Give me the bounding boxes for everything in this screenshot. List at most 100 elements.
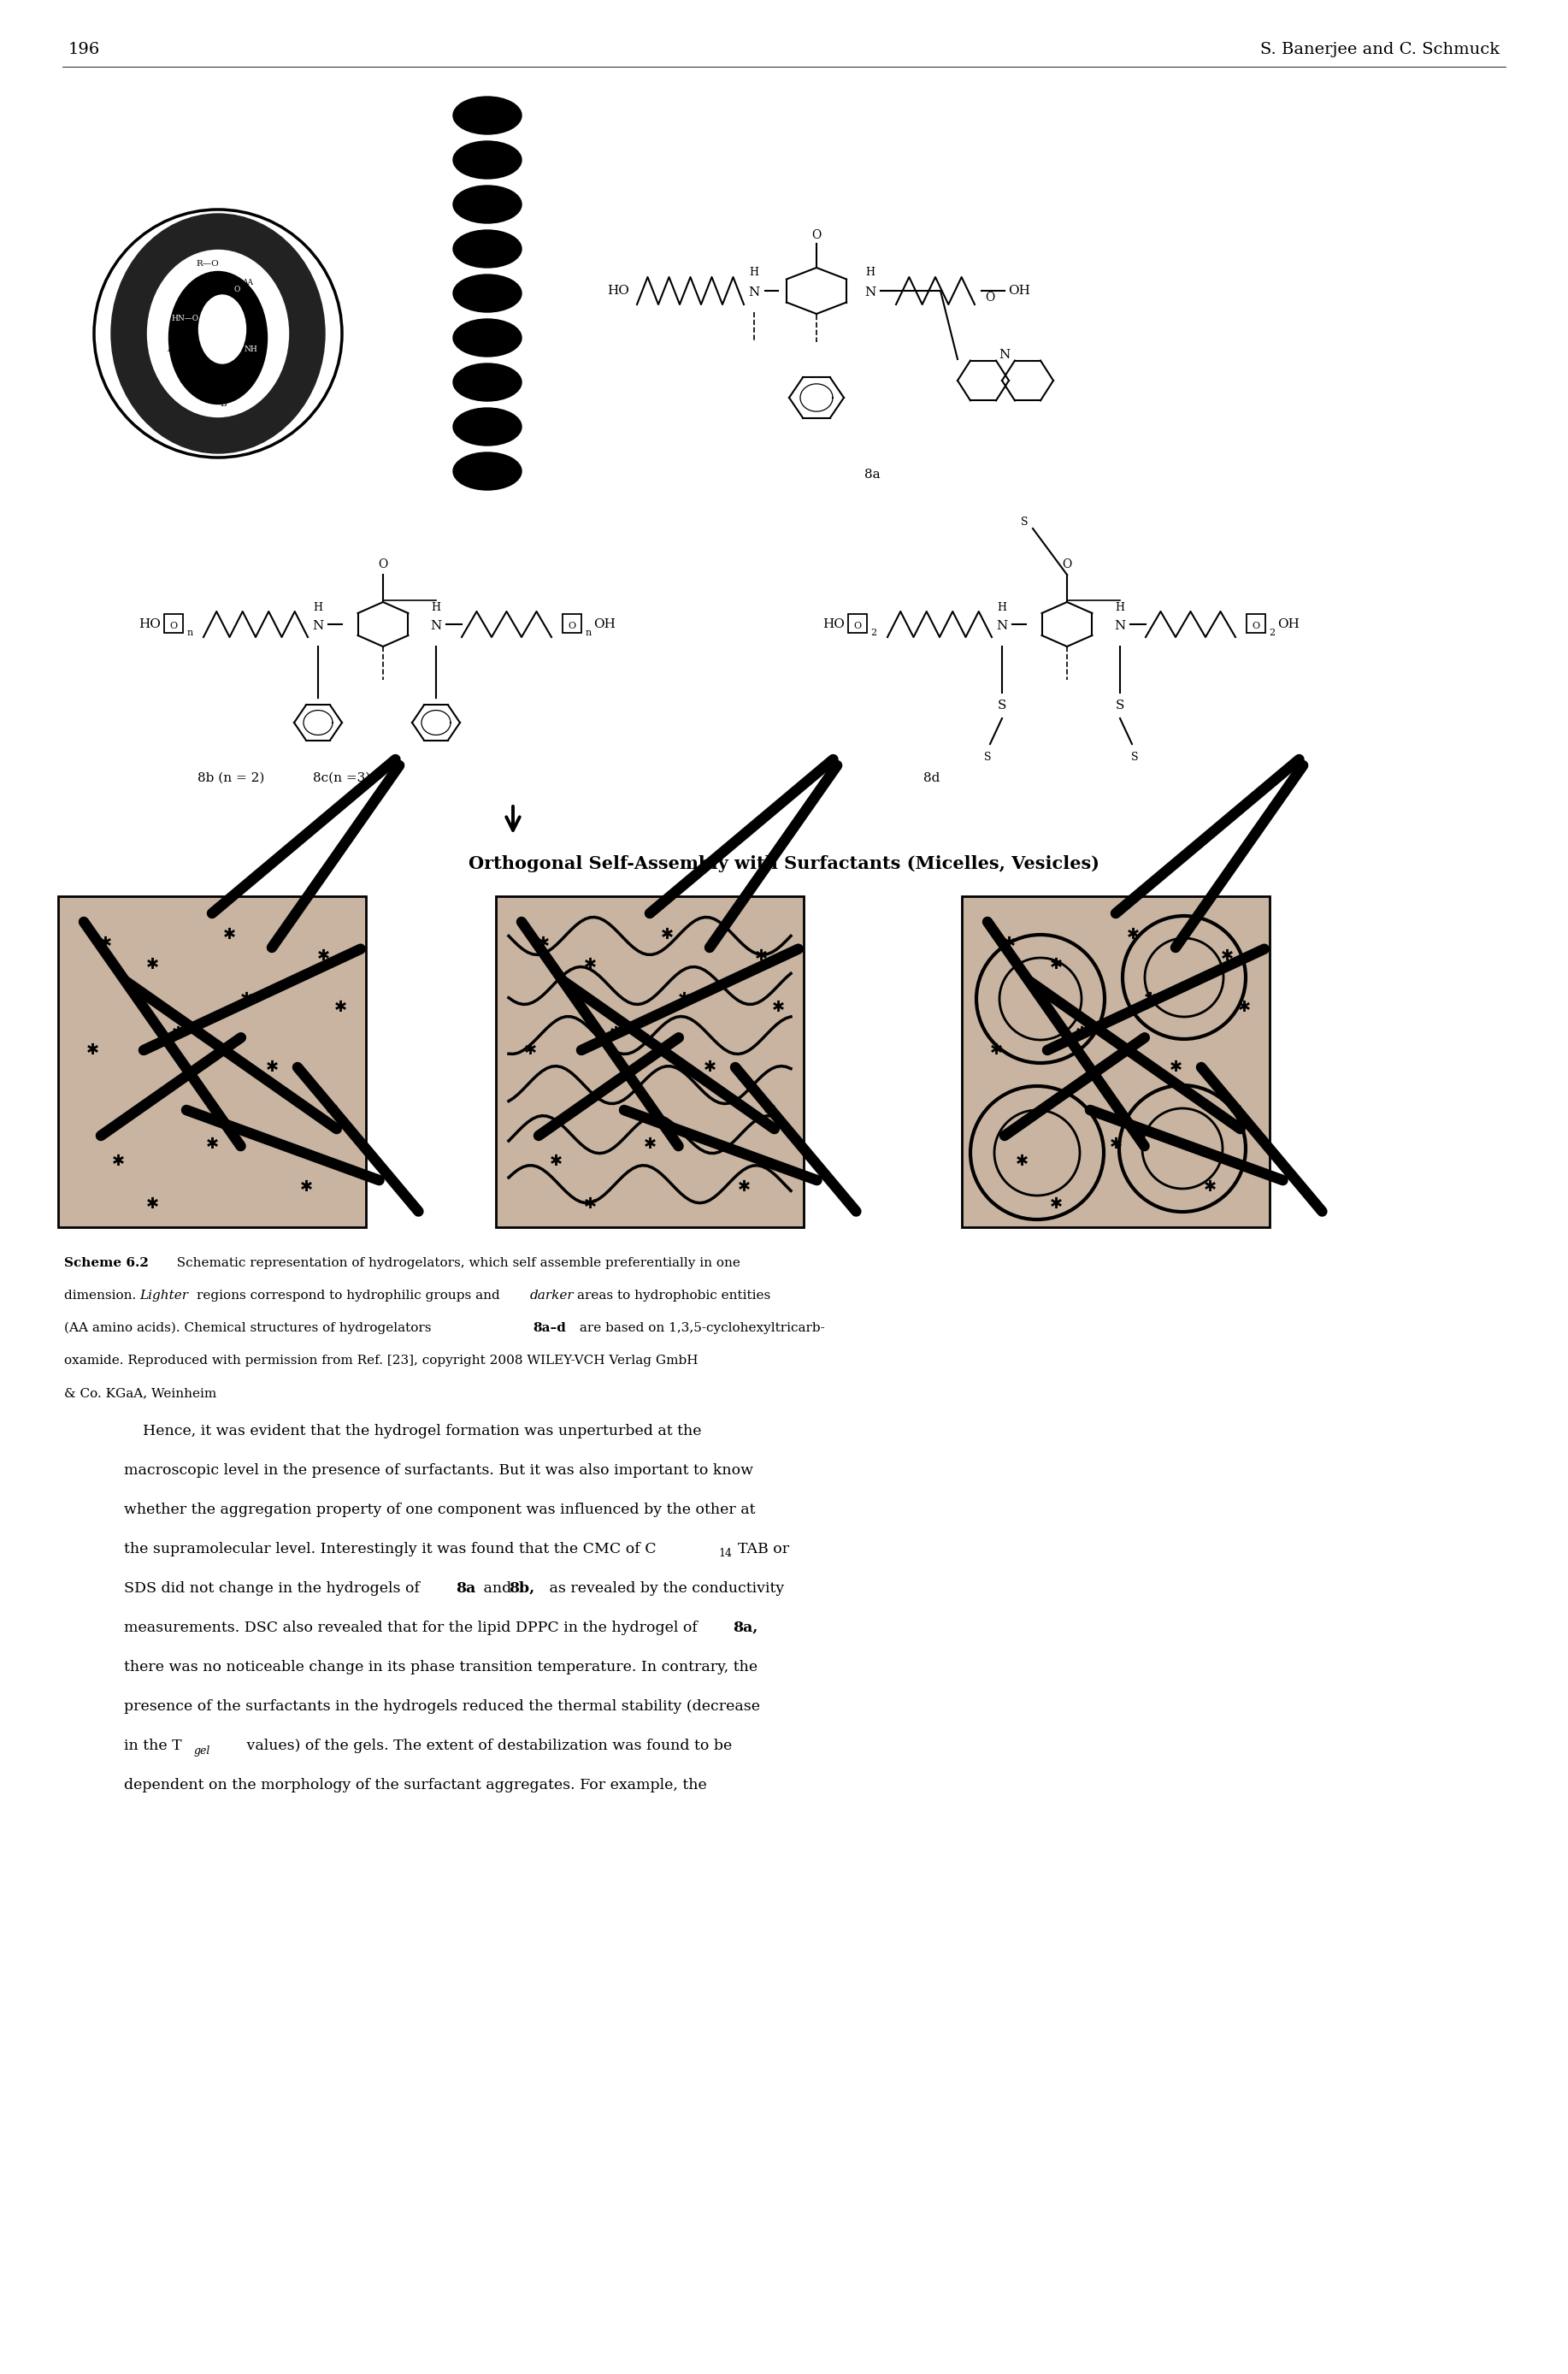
Text: & Co. KGaA, Weinheim: & Co. KGaA, Weinheim [64, 1386, 216, 1398]
Text: ✱: ✱ [1229, 1102, 1242, 1118]
Text: H: H [750, 266, 759, 278]
Ellipse shape [453, 408, 522, 446]
Text: N: N [864, 287, 877, 299]
Text: ✱: ✱ [1143, 992, 1156, 1007]
Text: S: S [1131, 750, 1138, 762]
Text: ✱: ✱ [265, 1059, 279, 1075]
Text: ✱: ✱ [1126, 926, 1140, 942]
Text: S: S [1115, 700, 1124, 712]
Text: ✱: ✱ [86, 1042, 99, 1059]
Text: O: O [1062, 558, 1073, 570]
Text: ✱: ✱ [111, 1154, 124, 1168]
Text: S: S [1021, 515, 1029, 527]
Text: ✱: ✱ [223, 926, 235, 942]
Text: ✱: ✱ [299, 1180, 312, 1194]
Text: ✱: ✱ [1203, 1180, 1217, 1194]
Text: darker: darker [530, 1289, 574, 1301]
Text: S: S [983, 750, 991, 762]
Text: Hence, it was evident that the hydrogel formation was unperturbed at the: Hence, it was evident that the hydrogel … [124, 1424, 701, 1439]
Text: H: H [1115, 601, 1124, 612]
Text: dimension.: dimension. [64, 1289, 140, 1301]
Text: (AA amino acids). Chemical structures of hydrogelators: (AA amino acids). Chemical structures of… [64, 1322, 436, 1334]
Text: ✱: ✱ [549, 1154, 563, 1168]
Text: 2: 2 [870, 629, 877, 636]
Text: NH: NH [243, 344, 257, 354]
Text: n: n [187, 629, 193, 636]
Text: ✱: ✱ [240, 992, 252, 1007]
Text: ✱: ✱ [737, 1180, 750, 1194]
Text: ✱: ✱ [171, 1026, 185, 1040]
Text: H: H [314, 601, 323, 612]
Text: N: N [1115, 620, 1126, 631]
Text: Scheme 6.2: Scheme 6.2 [64, 1258, 149, 1270]
Ellipse shape [147, 249, 289, 418]
Text: ✱: ✱ [325, 1102, 339, 1118]
Text: ✱: ✱ [317, 947, 329, 964]
Text: presence of the surfactants in the hydrogels reduced the thermal stability (decr: presence of the surfactants in the hydro… [124, 1700, 760, 1714]
Text: O: O [234, 285, 240, 292]
Text: regions correspond to hydrophilic groups and: regions correspond to hydrophilic groups… [196, 1289, 503, 1301]
Ellipse shape [169, 271, 267, 404]
Text: ✱: ✱ [583, 1196, 596, 1211]
Text: S: S [997, 700, 1007, 712]
Text: 8a,: 8a, [732, 1621, 757, 1636]
Ellipse shape [453, 318, 522, 356]
Bar [1247, 615, 1265, 634]
Text: O: O [1251, 622, 1259, 629]
Text: n: n [585, 629, 591, 636]
Text: AA: AA [168, 344, 180, 354]
Text: 2: 2 [1269, 629, 1275, 636]
Text: HN—O: HN—O [172, 313, 199, 323]
Text: ✱: ✱ [1014, 1154, 1029, 1168]
Text: 14: 14 [718, 1548, 732, 1560]
Text: ✱: ✱ [1002, 935, 1016, 952]
Text: ✱: ✱ [677, 992, 690, 1007]
Text: ✱: ✱ [536, 935, 549, 952]
Text: ✱: ✱ [771, 999, 784, 1016]
Text: N: N [312, 620, 323, 631]
FancyBboxPatch shape [495, 897, 804, 1227]
Text: O: O [812, 230, 822, 242]
Text: H: H [997, 601, 1007, 612]
Text: HO: HO [823, 617, 845, 629]
Text: 8a–d: 8a–d [533, 1322, 566, 1334]
Text: the supramolecular level. Interestingly it was found that the CMC of C: the supramolecular level. Interestingly … [124, 1541, 657, 1557]
Ellipse shape [199, 294, 246, 363]
Ellipse shape [453, 275, 522, 311]
Text: O: O [179, 377, 185, 385]
Text: 8d: 8d [924, 772, 941, 783]
Text: ✱: ✱ [660, 926, 673, 942]
Text: whether the aggregation property of one component was influenced by the other at: whether the aggregation property of one … [124, 1503, 756, 1517]
Text: O: O [378, 558, 387, 570]
Circle shape [94, 209, 342, 458]
Text: R—O: R—O [196, 259, 220, 268]
Text: dependent on the morphology of the surfactant aggregates. For example, the: dependent on the morphology of the surfa… [124, 1778, 707, 1792]
Bar [563, 615, 582, 634]
Text: oxamide. Reproduced with permission from Ref. [23], copyright 2008 WILEY-VCH Ver: oxamide. Reproduced with permission from… [64, 1356, 698, 1367]
Ellipse shape [453, 185, 522, 223]
Text: O: O [568, 622, 575, 629]
Text: ✱: ✱ [524, 1042, 536, 1059]
Text: S. Banerjee and C. Schmuck: S. Banerjee and C. Schmuck [1261, 43, 1499, 57]
Text: ✱: ✱ [99, 935, 111, 952]
Text: as revealed by the conductivity: as revealed by the conductivity [544, 1581, 784, 1595]
Text: O: O [853, 622, 861, 629]
Text: ✱: ✱ [608, 1026, 622, 1040]
Text: ✱: ✱ [643, 1137, 657, 1151]
Text: O: O [254, 313, 260, 323]
Text: 8a: 8a [864, 468, 880, 480]
Ellipse shape [453, 97, 522, 135]
Text: N: N [996, 620, 1008, 631]
Text: gel: gel [194, 1745, 210, 1757]
Text: N: N [748, 287, 760, 299]
Ellipse shape [453, 363, 522, 401]
FancyBboxPatch shape [961, 897, 1270, 1227]
Text: AA: AA [243, 278, 254, 285]
Text: 8c(n =3): 8c(n =3) [314, 772, 370, 783]
Bar [848, 615, 867, 634]
Text: ✱: ✱ [583, 957, 596, 973]
Text: ✱: ✱ [1237, 999, 1250, 1016]
Text: SDS did not change in the hydrogels of: SDS did not change in the hydrogels of [124, 1581, 425, 1595]
Text: Lighter: Lighter [140, 1289, 188, 1301]
Text: N: N [430, 620, 442, 631]
